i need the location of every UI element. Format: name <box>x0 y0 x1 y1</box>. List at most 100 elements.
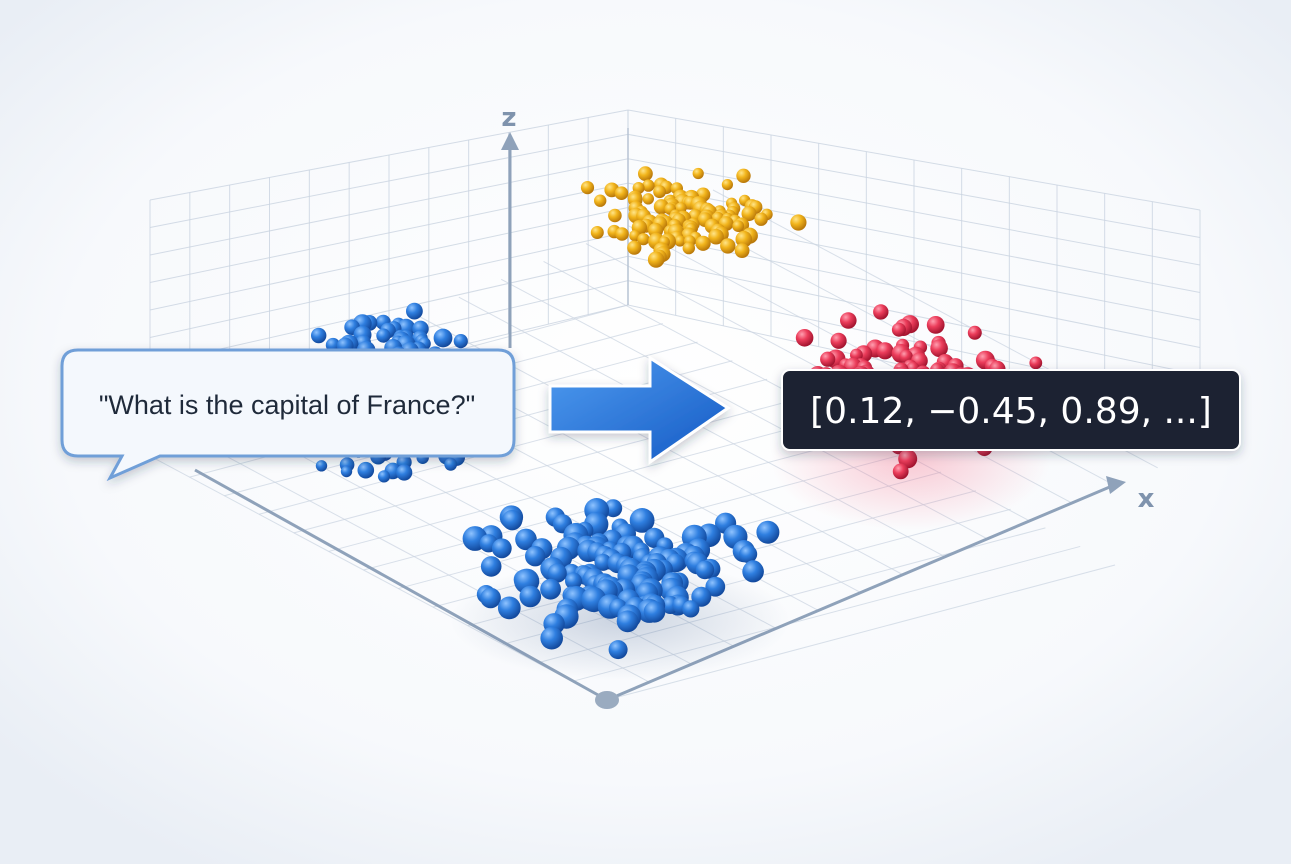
z-arrowhead <box>501 132 519 150</box>
blue-sphere <box>705 576 726 597</box>
blue-sphere <box>519 585 542 608</box>
yellow-sphere <box>735 230 753 248</box>
yellow-sphere <box>638 166 653 182</box>
wall-grid-line <box>627 182 1201 293</box>
floor-grid-line <box>606 564 1116 701</box>
blue-sphere <box>756 520 780 544</box>
blue-sphere <box>377 470 391 483</box>
blue-sphere <box>497 596 521 620</box>
blue-sphere <box>594 553 612 571</box>
blue-sphere <box>453 334 468 349</box>
yellow-sphere <box>642 193 654 205</box>
blue-sphere <box>515 528 537 551</box>
yellow-sphere <box>642 179 655 192</box>
yellow-sphere <box>741 206 757 222</box>
blue-sphere <box>540 578 561 600</box>
yellow-sphere <box>720 238 736 254</box>
blue-sphere <box>691 586 712 607</box>
blue-sphere <box>340 465 353 478</box>
red-sphere <box>930 339 948 358</box>
input-bubble <box>60 348 516 482</box>
red-sphere <box>820 351 836 367</box>
blue-sphere <box>608 640 628 660</box>
yellow-sphere <box>732 220 745 233</box>
origin <box>595 691 619 709</box>
yellow-sphere <box>790 214 807 231</box>
red-sphere <box>892 463 909 480</box>
embedding-text: [0.12, −0.45, 0.89, ...] <box>810 391 1212 432</box>
red-sphere <box>898 449 918 469</box>
blue-sphere <box>491 538 512 559</box>
blue-sphere <box>695 560 715 580</box>
blue-sphere <box>682 600 700 618</box>
wall-grid-line <box>149 255 629 366</box>
blue-sphere <box>629 508 655 533</box>
wall-grid-line <box>149 207 629 311</box>
embedding-box <box>781 369 1241 451</box>
wall-grid-line <box>149 133 629 228</box>
floor-grid-line <box>328 415 837 552</box>
blue-sphere <box>616 610 639 633</box>
yellow-sphere <box>637 233 650 246</box>
wall-grid-line <box>149 231 629 338</box>
blue-sphere <box>311 327 327 344</box>
wall-grid-line <box>627 158 1201 266</box>
red-sphere <box>1029 356 1043 370</box>
red-sphere <box>873 304 889 320</box>
red-sphere <box>891 322 906 337</box>
blue-sphere <box>376 328 391 343</box>
x-label: x <box>1138 484 1155 514</box>
wall-grid-line <box>149 182 629 283</box>
blue-sphere <box>315 460 328 472</box>
wall-grid-line <box>149 158 629 256</box>
wall-grid-line <box>627 109 1201 211</box>
blue-sphere <box>565 572 582 590</box>
blue-sphere <box>742 560 764 583</box>
yellow-sphere <box>695 235 711 251</box>
yellow-sphere <box>594 194 607 207</box>
red-sphere <box>926 316 945 334</box>
yellow-sphere <box>647 251 665 268</box>
yellow-sphere <box>692 167 704 180</box>
yellow-sphere <box>614 186 629 200</box>
red-sphere <box>840 312 857 329</box>
blue-sphere <box>739 545 758 564</box>
yellow-sphere <box>721 179 734 191</box>
blue-sphere <box>547 563 567 583</box>
blue-sphere <box>502 509 523 531</box>
wall-grid-line <box>149 109 629 201</box>
wall-grid-line <box>627 133 1201 238</box>
yellow-sphere <box>754 212 768 226</box>
bubble-shape <box>60 348 516 482</box>
yellow-sphere <box>736 168 751 183</box>
blue-sphere <box>444 457 458 471</box>
blue-sphere <box>433 328 453 348</box>
blue-sphere <box>643 601 666 623</box>
blue-sphere <box>406 302 423 320</box>
blue-sphere <box>480 587 501 609</box>
yellow-sphere <box>608 208 622 223</box>
blue-sphere <box>396 464 413 481</box>
yellow-sphere <box>627 240 642 255</box>
yellow-sphere <box>653 185 666 199</box>
yellow-sphere <box>615 227 629 241</box>
yellow-sphere <box>580 181 595 195</box>
yellow-sphere <box>674 235 686 247</box>
blue-sphere <box>357 461 375 479</box>
input-text: "What is the capital of France?" <box>99 390 475 420</box>
blue-sphere <box>480 556 502 577</box>
blue-sphere <box>540 626 563 650</box>
x-arrowhead <box>1106 476 1126 494</box>
yellow-sphere <box>708 228 724 245</box>
blue-sphere <box>525 546 546 567</box>
red-sphere <box>830 332 847 349</box>
red-sphere <box>967 325 982 340</box>
yellow-sphere <box>682 241 695 255</box>
floor-grid-line <box>293 397 803 534</box>
yellow-sphere <box>734 243 750 258</box>
wall-grid-line <box>627 255 1201 376</box>
yellow-sphere <box>590 226 604 239</box>
red-sphere <box>876 342 894 360</box>
